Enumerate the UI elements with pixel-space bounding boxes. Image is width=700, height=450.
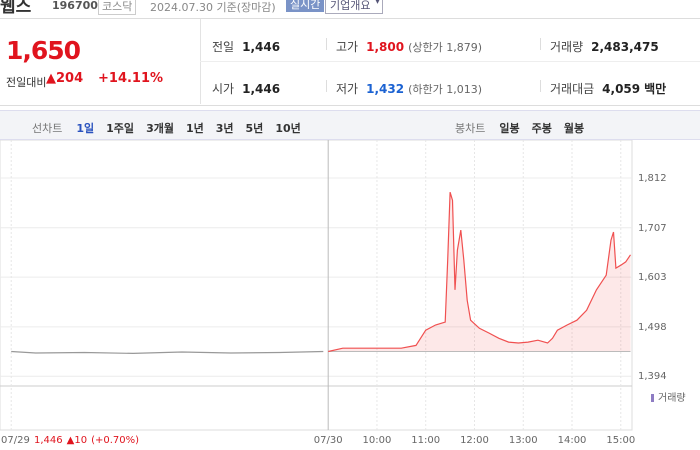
stat: 전일 1,446 <box>212 36 280 55</box>
stat-label: 시가 <box>212 82 235 96</box>
divider <box>326 80 327 92</box>
price-box <box>0 18 700 106</box>
x-tick-label: 15:00 <box>606 435 635 446</box>
tab[interactable]: 10년 <box>275 122 301 135</box>
y-tick-label: 1,498 <box>638 322 667 333</box>
stat: 거래대금 4,059 백만 <box>550 78 666 97</box>
up-arrow: ▲ <box>46 71 56 86</box>
divider <box>200 61 700 62</box>
volume-legend: 거래량 <box>658 392 686 404</box>
footer-change: 10 <box>74 435 87 446</box>
tab-group-label: 봉차트 <box>455 122 486 135</box>
divider <box>540 38 541 50</box>
realtime-button[interactable]: 실시간 <box>286 0 325 12</box>
stat-label: 저가 <box>336 82 359 96</box>
tab-group-label: 선차트 <box>32 122 63 135</box>
change-label: 전일대비 <box>6 76 47 89</box>
stat-value: 1,432 <box>366 82 405 96</box>
stat-value: 1,446 <box>242 40 281 54</box>
stock-name: 웹스 <box>0 0 32 17</box>
up-arrow: ▲ <box>67 435 75 446</box>
tab[interactable]: 1년 <box>185 122 204 135</box>
stat-unit: 백만 <box>644 82 667 96</box>
dropdown-arrow: ▾ <box>375 0 380 6</box>
stat-value: 4,059 <box>602 82 641 96</box>
line-tabs: 선차트 1일 1주일 3개월 1년 3년 5년 10년 <box>32 117 313 136</box>
stat: 시가 1,446 <box>212 78 280 97</box>
x-tick-label: 11:00 <box>411 435 440 446</box>
stat-value: 2,483,475 <box>591 40 659 54</box>
stat-label: 거래대금 <box>550 82 595 96</box>
current-price: 1,650 <box>6 36 81 65</box>
y-tick-label: 1,812 <box>638 173 667 184</box>
divider <box>540 80 541 92</box>
stat-note: (하한가 1,013) <box>408 83 482 96</box>
price-area <box>328 192 631 352</box>
price-line <box>328 192 631 353</box>
stat-note: (상한가 1,879) <box>408 41 482 54</box>
tab[interactable]: 1일 <box>76 122 95 135</box>
tab[interactable]: 3개월 <box>146 122 174 135</box>
plot-frame <box>0 140 633 431</box>
stat: 고가 1,800 (상한가 1,879) <box>336 36 482 55</box>
company-button-label: 기업개요 <box>330 0 371 12</box>
stat-label: 거래량 <box>550 40 584 54</box>
y-tick-label: 1,394 <box>638 371 667 382</box>
market: 코스닥 <box>98 0 137 15</box>
x-tick-label: 12:00 <box>460 435 489 446</box>
tab-bar <box>0 110 700 140</box>
footer: 1,446 ▲10 (+0.70%) <box>34 435 139 446</box>
divider <box>326 38 327 50</box>
x-tick-label: 07/29 <box>1 435 30 446</box>
x-tick-label: 14:00 <box>558 435 587 446</box>
stat-value: 1,446 <box>242 82 281 96</box>
tab[interactable]: 1주일 <box>106 122 135 135</box>
change-value: 204 <box>56 71 84 86</box>
change-rate: +14.11% <box>98 71 164 86</box>
stat-label: 전일 <box>212 40 235 54</box>
footer-close: 1,446 <box>34 435 63 446</box>
stat-value: 1,800 <box>366 40 405 54</box>
stat-label: 고가 <box>336 40 359 54</box>
y-tick-label: 1,707 <box>638 223 667 234</box>
stock-code: 196700 <box>52 0 98 12</box>
tab[interactable]: 일봉 <box>499 122 520 135</box>
price-line <box>11 350 324 355</box>
stat: 저가 1,432 (하한가 1,013) <box>336 78 482 97</box>
x-tick-label: 10:00 <box>363 435 392 446</box>
chart: 1,812 1,707 1,603 1,498 1,394 07/29 07/30 10:00… <box>0 140 686 446</box>
tab[interactable]: 5년 <box>245 122 264 135</box>
x-tick-label: 07/30 <box>314 435 343 446</box>
footer-rate: (+0.70%) <box>91 435 139 446</box>
stat: 거래량 2,483,475 <box>550 36 659 55</box>
y-tick-label: 1,603 <box>638 272 667 283</box>
legend-swatch <box>651 394 654 402</box>
company-button[interactable]: 기업개요 ▾ <box>325 0 384 14</box>
candle-tabs: 봉차트 일봉 주봉 월봉 <box>455 117 596 136</box>
x-tick-label: 13:00 <box>509 435 538 446</box>
date: 2024.07.30 기준(장마감) <box>150 1 276 14</box>
tab[interactable]: 주봉 <box>531 122 552 135</box>
change: ▲204 <box>46 71 83 86</box>
tab[interactable]: 3년 <box>215 122 234 135</box>
tab[interactable]: 월봉 <box>563 122 585 135</box>
